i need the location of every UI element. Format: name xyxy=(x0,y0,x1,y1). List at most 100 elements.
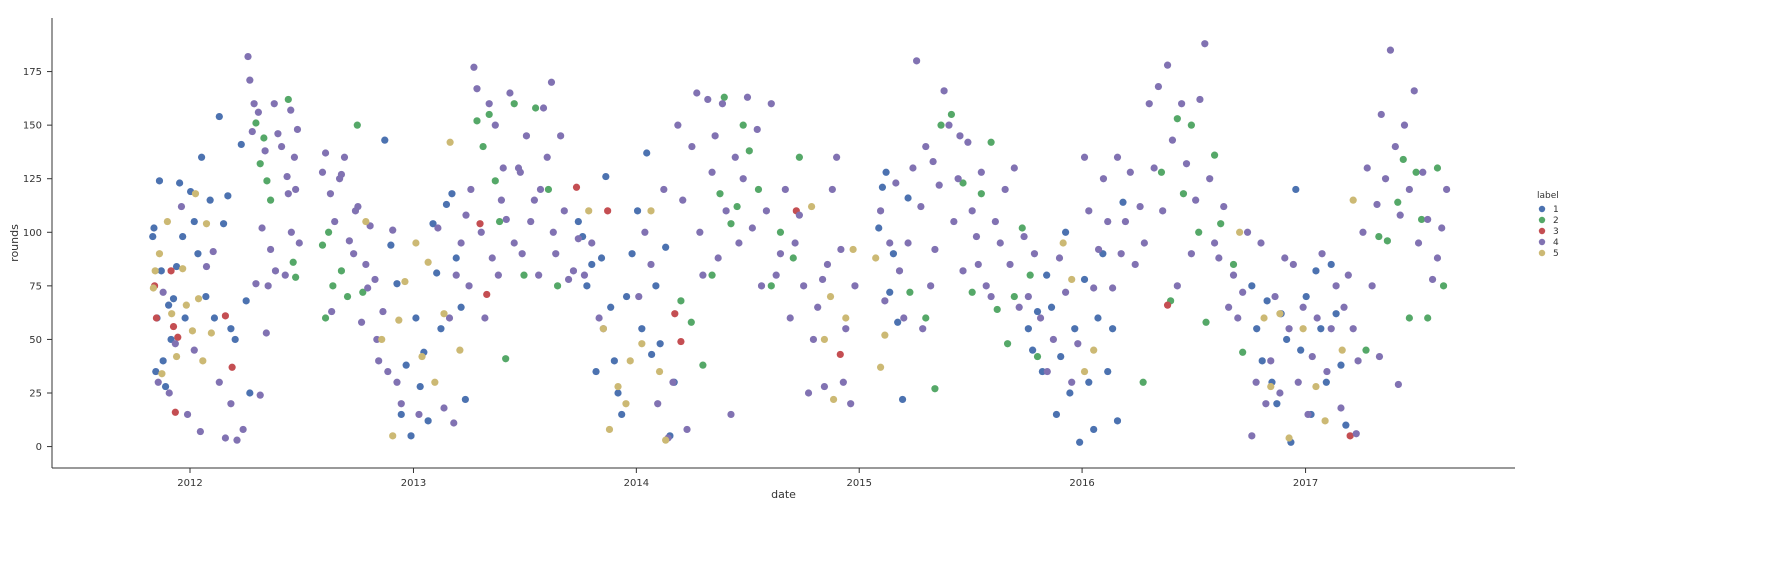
data-point-series-5 xyxy=(1338,346,1346,354)
data-point-series-4 xyxy=(927,282,935,290)
data-point-series-5 xyxy=(418,352,426,361)
data-point-series-4 xyxy=(539,104,548,112)
data-point-series-2 xyxy=(977,190,985,198)
data-point-series-5 xyxy=(872,254,880,262)
data-point-series-4 xyxy=(1289,260,1297,269)
data-point-series-5 xyxy=(1260,314,1268,322)
data-point-series-4 xyxy=(950,217,958,226)
data-point-series-2 xyxy=(491,177,499,185)
data-point-series-4 xyxy=(683,425,691,434)
data-point-series-5 xyxy=(163,217,172,226)
data-point-series-4 xyxy=(1414,239,1423,247)
data-point-series-4 xyxy=(1126,168,1134,176)
data-point-series-4 xyxy=(1239,288,1247,296)
data-point-series-2 xyxy=(318,241,327,249)
data-point-series-5 xyxy=(655,367,664,376)
data-point-series-1 xyxy=(1263,297,1271,305)
data-point-series-4 xyxy=(1196,95,1204,104)
data-point-series-4 xyxy=(536,185,545,194)
data-point-series-4 xyxy=(270,100,278,108)
data-point-series-4 xyxy=(1182,160,1191,168)
data-point-series-4 xyxy=(552,250,560,258)
data-point-series-4 xyxy=(1168,136,1177,144)
legend-marker-4 xyxy=(1538,238,1546,246)
data-point-series-4 xyxy=(375,357,383,365)
data-point-series-2 xyxy=(289,258,297,266)
y-tick-label: 150 xyxy=(23,121,42,132)
data-point-series-5 xyxy=(191,190,200,198)
data-point-series-4 xyxy=(679,196,687,204)
data-point-series-4 xyxy=(1015,303,1023,311)
data-point-series-4 xyxy=(1428,275,1437,284)
data-point-series-5 xyxy=(585,207,593,215)
data-point-series-4 xyxy=(510,239,518,247)
x-tick-label: 2015 xyxy=(846,478,871,489)
y-axis-title: rounds xyxy=(8,224,21,262)
data-point-series-4 xyxy=(735,239,743,247)
data-point-series-1 xyxy=(1302,292,1310,301)
data-point-series-4 xyxy=(1210,239,1219,247)
data-point-series-1 xyxy=(614,389,622,397)
data-point-series-1 xyxy=(1113,417,1122,425)
data-point-series-1 xyxy=(210,314,219,322)
data-point-series-1 xyxy=(215,112,223,121)
data-point-series-2 xyxy=(325,228,333,236)
data-point-series-4 xyxy=(248,127,256,136)
data-point-series-5 xyxy=(638,340,646,348)
data-point-series-4 xyxy=(917,202,925,211)
data-point-series-4 xyxy=(1252,378,1260,386)
data-point-series-1 xyxy=(1273,400,1281,408)
data-point-series-2 xyxy=(1412,168,1420,176)
data-point-series-5 xyxy=(826,292,835,301)
data-point-series-4 xyxy=(954,175,962,183)
data-point-series-4 xyxy=(1113,153,1122,161)
data-point-series-2 xyxy=(473,117,481,125)
data-point-series-1 xyxy=(452,254,460,262)
data-point-series-4 xyxy=(1391,142,1399,151)
data-point-series-1 xyxy=(1052,410,1061,419)
data-point-series-1 xyxy=(172,262,181,271)
data-point-series-4 xyxy=(1140,239,1148,247)
data-point-series-4 xyxy=(833,153,841,161)
data-point-series-4 xyxy=(996,239,1004,247)
data-point-series-4 xyxy=(362,260,370,269)
data-point-series-4 xyxy=(1145,100,1153,108)
data-point-series-4 xyxy=(580,271,589,279)
data-point-series-4 xyxy=(1257,239,1265,247)
data-point-series-1 xyxy=(149,232,157,241)
data-point-series-2 xyxy=(987,138,995,146)
data-point-series-2 xyxy=(1383,237,1391,245)
data-point-series-5 xyxy=(188,327,197,335)
data-point-series-4 xyxy=(1396,211,1404,219)
data-point-series-1 xyxy=(227,325,235,333)
data-point-series-4 xyxy=(959,267,967,275)
data-point-series-4 xyxy=(842,325,850,333)
data-point-series-2 xyxy=(931,385,939,393)
data-point-series-3 xyxy=(174,333,182,341)
data-point-series-4 xyxy=(159,288,167,296)
data-point-series-5 xyxy=(1236,228,1244,236)
data-point-series-4 xyxy=(364,284,372,292)
data-point-series-5 xyxy=(401,277,409,286)
data-point-series-5 xyxy=(820,335,829,344)
data-point-series-1 xyxy=(607,303,615,311)
y-tick-label: 50 xyxy=(29,335,42,346)
data-point-series-1 xyxy=(1066,389,1074,397)
data-point-series-4 xyxy=(467,185,475,194)
data-point-series-4 xyxy=(522,132,531,140)
data-point-series-2 xyxy=(1424,314,1432,322)
data-point-series-4 xyxy=(256,391,264,399)
data-point-series-2 xyxy=(937,121,945,129)
data-point-series-4 xyxy=(1178,100,1186,108)
data-point-series-1 xyxy=(161,382,170,391)
data-point-series-2 xyxy=(1157,168,1166,176)
data-point-series-1 xyxy=(457,303,465,311)
data-point-series-2 xyxy=(260,134,268,142)
data-point-series-4 xyxy=(252,280,260,288)
data-point-series-4 xyxy=(913,57,921,65)
data-point-series-1 xyxy=(574,217,582,226)
data-point-series-3 xyxy=(228,363,236,371)
x-tick-label: 2012 xyxy=(177,478,202,489)
data-point-series-4 xyxy=(935,181,943,189)
